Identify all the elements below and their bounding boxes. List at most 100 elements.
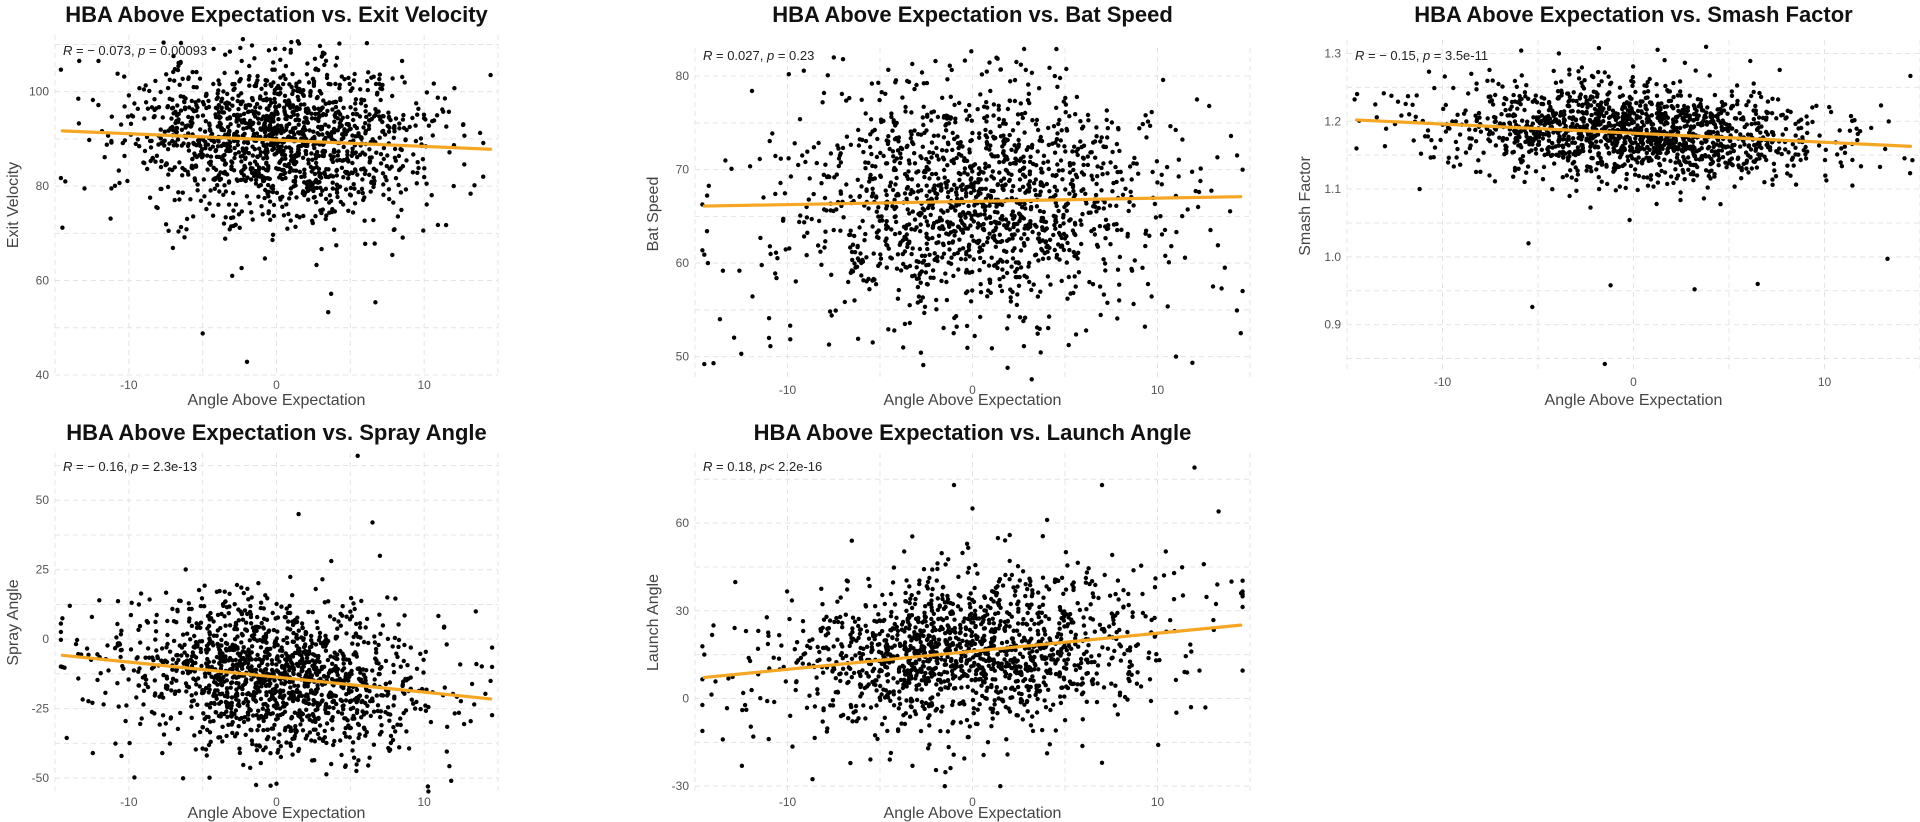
data-point xyxy=(355,155,360,160)
data-point xyxy=(1674,176,1679,181)
data-point xyxy=(223,161,228,166)
data-point xyxy=(369,75,374,80)
data-point xyxy=(1556,119,1562,124)
data-point xyxy=(163,222,169,227)
data-point xyxy=(333,63,338,68)
data-point xyxy=(876,214,881,219)
data-point xyxy=(876,228,881,233)
data-point xyxy=(261,143,266,148)
data-point xyxy=(90,97,96,103)
data-point xyxy=(289,39,294,45)
data-point xyxy=(1018,101,1023,106)
data-point xyxy=(1001,176,1007,181)
data-point xyxy=(1543,121,1548,127)
data-point xyxy=(939,186,944,191)
data-point xyxy=(1533,93,1539,98)
data-point xyxy=(296,97,301,103)
data-point xyxy=(352,186,357,191)
data-point xyxy=(906,158,912,163)
data-point xyxy=(827,309,833,314)
data-point xyxy=(275,166,281,172)
data-point xyxy=(1032,187,1038,193)
data-point xyxy=(274,131,279,136)
data-point xyxy=(180,76,185,82)
data-point xyxy=(1542,152,1547,158)
data-point xyxy=(987,147,992,152)
data-point xyxy=(1070,182,1076,188)
data-point xyxy=(170,245,176,251)
data-point xyxy=(1417,186,1422,192)
data-point xyxy=(956,170,961,176)
data-point xyxy=(964,117,970,122)
data-point xyxy=(303,127,308,133)
data-point xyxy=(1103,217,1109,222)
data-point xyxy=(353,150,358,155)
data-point xyxy=(1473,127,1478,133)
data-point xyxy=(316,153,322,159)
data-point xyxy=(1094,125,1099,130)
data-point xyxy=(971,163,976,168)
data-point xyxy=(166,228,171,233)
data-point xyxy=(1647,76,1652,82)
data-point xyxy=(705,260,711,266)
data-point xyxy=(377,72,382,77)
data-point xyxy=(1568,168,1573,173)
data-point xyxy=(1678,89,1683,94)
data-point xyxy=(1152,201,1158,207)
data-point xyxy=(818,249,823,254)
data-point xyxy=(213,105,219,111)
data-point xyxy=(1603,99,1608,105)
data-point xyxy=(976,166,982,171)
data-point xyxy=(1022,232,1027,237)
data-point xyxy=(1015,121,1021,126)
data-point xyxy=(1132,155,1137,161)
data-point xyxy=(1651,184,1656,189)
data-point xyxy=(1571,90,1576,95)
regression-line xyxy=(1354,118,1913,148)
data-point xyxy=(384,178,389,183)
data-point xyxy=(1025,236,1030,242)
data-point xyxy=(1636,155,1641,160)
data-point xyxy=(819,262,824,267)
data-point xyxy=(245,175,250,180)
data-point xyxy=(750,294,755,299)
data-point xyxy=(967,150,972,155)
data-point xyxy=(945,163,950,168)
data-point xyxy=(154,153,160,158)
data-point xyxy=(905,78,910,84)
data-point xyxy=(366,126,372,131)
data-point xyxy=(217,82,222,87)
data-point xyxy=(867,287,872,292)
data-point xyxy=(800,153,805,158)
data-point xyxy=(1047,237,1053,242)
data-point xyxy=(1791,163,1796,168)
data-point xyxy=(1665,147,1670,152)
data-point xyxy=(978,212,983,217)
data-point xyxy=(897,230,902,236)
data-point xyxy=(1803,152,1808,157)
data-point xyxy=(118,122,124,127)
data-point xyxy=(1577,124,1583,130)
data-point xyxy=(1783,147,1788,152)
data-point xyxy=(737,268,742,273)
data-point xyxy=(352,167,358,172)
data-point xyxy=(1563,123,1568,129)
data-point xyxy=(797,219,802,225)
data-point xyxy=(158,164,164,170)
data-point xyxy=(1640,99,1645,104)
data-point xyxy=(884,236,889,241)
data-point xyxy=(1643,95,1649,101)
data-point xyxy=(884,242,889,247)
data-point xyxy=(345,176,351,181)
data-point xyxy=(964,323,970,329)
data-point xyxy=(1193,188,1198,194)
data-point xyxy=(296,151,302,156)
data-point xyxy=(1628,163,1634,169)
data-point xyxy=(1577,94,1582,100)
data-point xyxy=(1649,113,1655,118)
data-point xyxy=(216,78,221,83)
data-point xyxy=(949,187,954,193)
data-point xyxy=(410,170,416,175)
data-point xyxy=(1774,116,1779,121)
data-point xyxy=(1033,122,1039,127)
